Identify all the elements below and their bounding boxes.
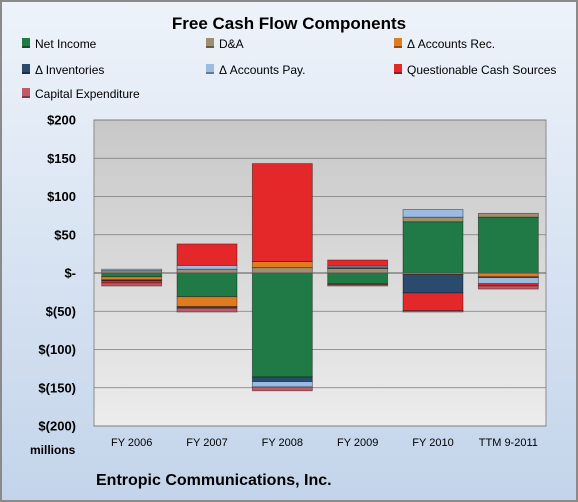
bar-segment	[477, 277, 539, 285]
y-tick-label: $(200)	[38, 419, 76, 434]
bar-segment	[176, 296, 238, 308]
x-tick-label: FY 2007	[186, 437, 227, 449]
bar-segment	[251, 267, 313, 274]
bar-segment	[251, 261, 313, 269]
bar-segment	[101, 276, 163, 281]
y-tick-label: $-	[64, 266, 76, 281]
legend: Net Income D&A Δ Accounts Rec. Δ Inventorie…	[0, 0, 578, 110]
legend-item: Questionable Cash Sources	[394, 63, 556, 77]
legend-label: Questionable Cash Sources	[407, 63, 557, 77]
x-tick-label: FY 2008	[262, 437, 303, 449]
legend-label: D&A	[219, 37, 244, 51]
bar-segment	[251, 163, 313, 262]
legend-item: Capital Expenditure	[22, 87, 140, 101]
y-tick-label: $150	[47, 151, 76, 166]
bar-segment	[176, 264, 238, 270]
y-tick-label: $(150)	[38, 380, 76, 395]
bar-segment	[402, 209, 464, 218]
units-label: millions	[30, 443, 76, 457]
bar-segment	[101, 282, 163, 287]
legend-label: Capital Expenditure	[35, 87, 140, 101]
bar-segment	[327, 284, 389, 287]
bar-segment	[101, 268, 163, 272]
legend-item: D&A	[206, 37, 244, 51]
legend-swatch	[206, 38, 214, 48]
x-tick-label: FY 2006	[111, 437, 152, 449]
legend-swatch	[206, 64, 214, 74]
bar-segment	[477, 272, 539, 278]
bar-segment	[176, 272, 238, 298]
legend-label: Δ Accounts Rec.	[407, 37, 496, 51]
y-tick-label: $(50)	[46, 304, 76, 319]
chart-title: Free Cash Flow Components	[171, 14, 407, 33]
bar-segment	[176, 307, 238, 313]
legend-item: Δ Inventories	[22, 63, 104, 77]
legend-label: Δ Accounts Pay.	[219, 63, 306, 77]
x-tick-label: FY 2010	[412, 437, 453, 449]
legend-label: Net Income	[35, 37, 97, 51]
y-tick-label: $(100)	[38, 342, 76, 357]
legend-swatch	[394, 64, 402, 74]
x-tick-label: TTM 9-2011	[479, 437, 538, 449]
bar-segment	[251, 272, 313, 378]
legend-label: Δ Inventories	[35, 63, 105, 77]
bar-segment	[402, 310, 464, 313]
bar-segment	[251, 376, 313, 383]
bar-segment	[477, 285, 539, 290]
legend-swatch	[394, 38, 402, 48]
bar-segment	[402, 221, 464, 274]
legend-item: Δ Accounts Rec.	[394, 37, 495, 51]
bar-segment	[402, 274, 464, 294]
bar-segment	[101, 272, 163, 278]
bar-segment	[251, 386, 313, 392]
company-label: Entropic Communications, Inc.	[96, 472, 332, 489]
x-tick-label: FY 2009	[337, 437, 378, 449]
bar-segment	[477, 212, 539, 218]
bar-segment	[327, 268, 389, 274]
bar-segment	[327, 259, 389, 267]
legend-item: Net Income	[22, 37, 96, 51]
bar-segment	[176, 268, 238, 274]
bar-segment	[251, 381, 313, 388]
legend-swatch	[22, 38, 30, 48]
y-tick-label: $100	[47, 189, 76, 204]
legend-swatch	[22, 64, 30, 74]
y-tick-label: $50	[54, 227, 76, 242]
bar-segment	[327, 272, 389, 285]
bar-segment	[402, 292, 464, 311]
legend-swatch	[22, 88, 30, 98]
y-tick-label: $200	[47, 113, 76, 128]
bar-segment	[477, 216, 539, 274]
legend-item: Δ Accounts Pay.	[206, 63, 306, 77]
bar-segment	[176, 243, 238, 266]
bar-segment	[402, 216, 464, 223]
